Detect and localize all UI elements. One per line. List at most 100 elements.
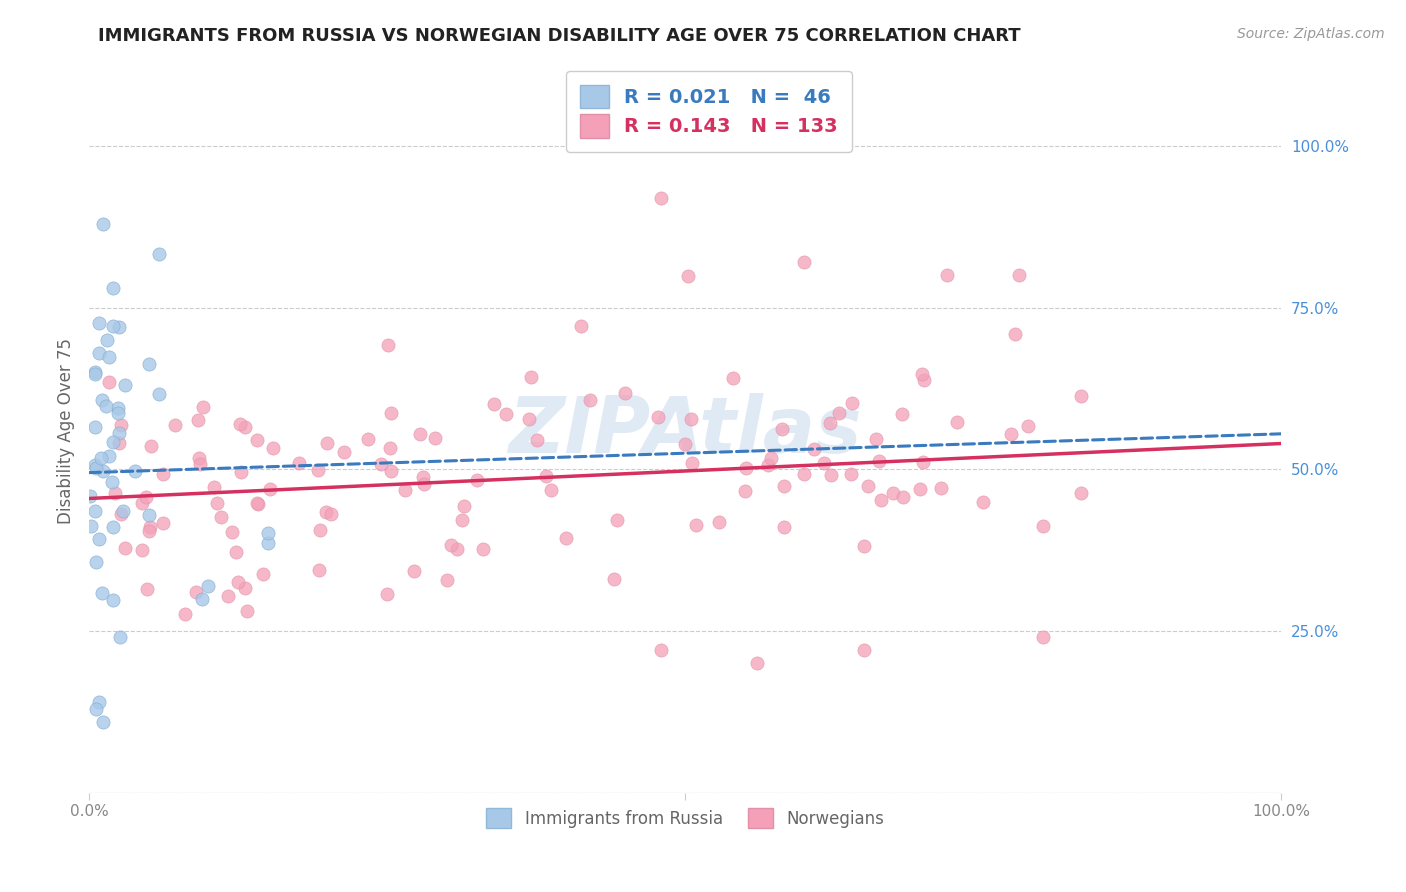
Point: [107, 406, 129, 420]
Point: [209, 510, 232, 524]
Point: [101, 281, 124, 295]
Point: [83, 504, 105, 518]
Point: [221, 524, 243, 539]
Point: [114, 541, 136, 556]
Point: [685, 517, 707, 532]
Point: [228, 417, 250, 431]
Legend: Immigrants from Russia, Norwegians: Immigrants from Russia, Norwegians: [479, 801, 890, 835]
Point: [852, 643, 875, 657]
Point: [412, 470, 434, 484]
Point: [380, 406, 402, 420]
Point: [138, 524, 160, 539]
Point: [1032, 631, 1054, 645]
Point: [148, 387, 170, 401]
Point: [138, 357, 160, 371]
Point: [188, 457, 211, 471]
Point: [316, 436, 339, 450]
Point: [84, 365, 107, 379]
Point: [517, 412, 540, 426]
Point: [246, 433, 269, 447]
Point: [495, 407, 517, 421]
Text: IMMIGRANTS FROM RUSSIA VS NORWEGIAN DISABILITY AGE OVER 75 CORRELATION CHART: IMMIGRANTS FROM RUSSIA VS NORWEGIAN DISA…: [98, 27, 1021, 45]
Point: [184, 585, 207, 599]
Point: [946, 415, 969, 429]
Point: [647, 410, 669, 425]
Point: [377, 338, 399, 352]
Point: [446, 542, 468, 557]
Point: [370, 457, 392, 471]
Point: [124, 464, 146, 478]
Point: [803, 442, 825, 456]
Point: [110, 507, 132, 521]
Point: [259, 482, 281, 496]
Point: [773, 479, 796, 493]
Point: [104, 485, 127, 500]
Point: [357, 432, 380, 446]
Point: [90, 585, 112, 599]
Point: [152, 516, 174, 530]
Point: [205, 496, 228, 510]
Point: [236, 605, 259, 619]
Point: [152, 467, 174, 482]
Point: [1070, 485, 1092, 500]
Point: [80, 519, 103, 533]
Point: [453, 499, 475, 513]
Point: [101, 435, 124, 450]
Point: [540, 483, 562, 497]
Point: [813, 456, 835, 470]
Point: [936, 268, 959, 283]
Point: [465, 473, 488, 487]
Point: [650, 643, 672, 657]
Text: ZIPAtlas: ZIPAtlas: [509, 392, 862, 468]
Point: [758, 458, 780, 472]
Point: [841, 396, 863, 410]
Point: [910, 482, 932, 496]
Point: [520, 370, 543, 384]
Point: [165, 417, 187, 432]
Point: [84, 555, 107, 569]
Point: [247, 497, 270, 511]
Point: [84, 367, 107, 381]
Point: [262, 441, 284, 455]
Point: [852, 540, 875, 554]
Point: [721, 371, 744, 385]
Point: [606, 514, 628, 528]
Point: [759, 451, 782, 466]
Point: [202, 480, 225, 494]
Point: [673, 437, 696, 451]
Point: [734, 461, 756, 475]
Point: [315, 505, 337, 519]
Point: [217, 590, 239, 604]
Point: [839, 467, 862, 481]
Point: [1000, 427, 1022, 442]
Point: [793, 467, 815, 482]
Point: [1070, 389, 1092, 403]
Point: [482, 397, 505, 411]
Point: [84, 460, 107, 475]
Point: [870, 493, 893, 508]
Point: [148, 246, 170, 260]
Point: [856, 479, 879, 493]
Point: [93, 714, 115, 729]
Point: [112, 504, 135, 518]
Point: [138, 508, 160, 523]
Point: [97, 350, 120, 364]
Point: [139, 520, 162, 534]
Point: [135, 490, 157, 504]
Point: [96, 333, 118, 347]
Point: [679, 412, 702, 426]
Point: [107, 401, 129, 415]
Point: [820, 417, 842, 431]
Point: [734, 483, 756, 498]
Point: [614, 385, 637, 400]
Point: [110, 418, 132, 433]
Point: [931, 481, 953, 495]
Point: [173, 607, 195, 622]
Point: [108, 425, 131, 440]
Point: [770, 421, 793, 435]
Point: [828, 406, 851, 420]
Point: [820, 468, 842, 483]
Point: [84, 458, 107, 473]
Point: [287, 456, 309, 470]
Point: [136, 582, 159, 596]
